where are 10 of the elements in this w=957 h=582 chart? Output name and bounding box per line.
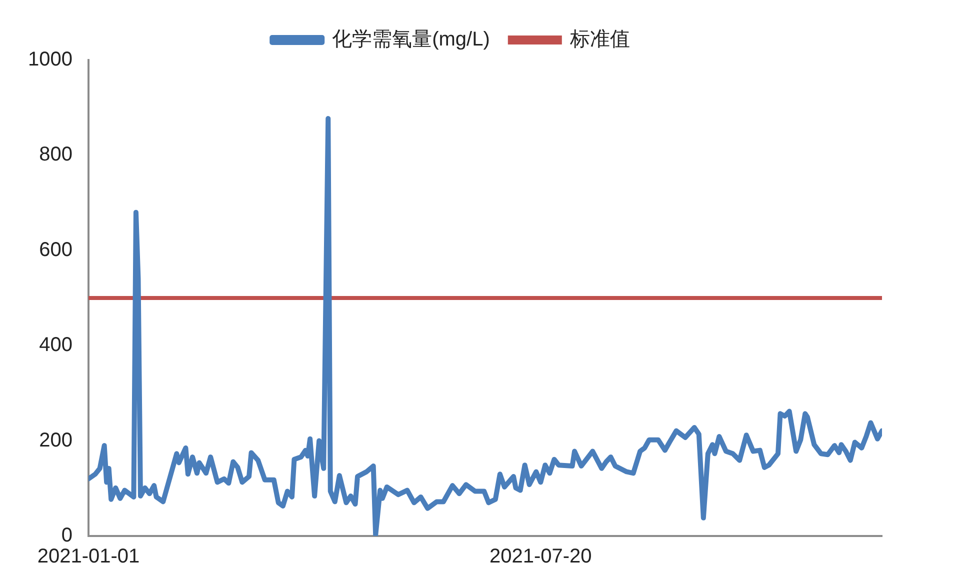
y-tick-label: 600 <box>39 238 72 261</box>
y-tick-label: 0 <box>61 524 72 547</box>
y-tick-label: 1000 <box>28 48 72 71</box>
legend-label: 化学需氧量(mg/L) <box>332 28 490 51</box>
y-tick-label: 800 <box>39 144 72 166</box>
legend-label: 标准值 <box>568 28 630 51</box>
x-tick-label: 2021-01-01 <box>37 546 140 568</box>
y-tick-label: 200 <box>39 429 72 452</box>
y-tick-label: 400 <box>39 334 72 356</box>
x-tick-label: 2021-07-20 <box>489 546 592 568</box>
